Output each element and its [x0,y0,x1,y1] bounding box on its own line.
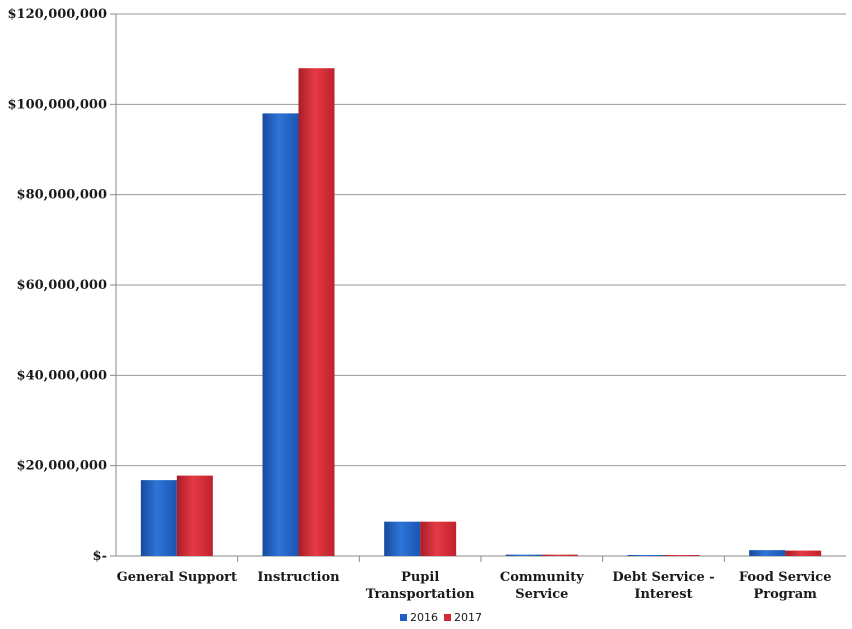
bar-2017 [663,555,700,556]
bar-2016 [384,521,421,556]
legend-label: 2017 [454,611,482,624]
x-tick-label: Debt Service -Interest [612,570,714,602]
bars [140,68,822,556]
gridlines [116,13,846,467]
bar-2017 [785,550,822,556]
x-tick-label: Community Service [500,570,584,602]
y-tick-label: $100,000,000 [7,97,107,112]
legend-swatch [400,614,407,621]
x-tick-label: General Support [117,570,237,585]
y-tick-label: $40,000,000 [17,368,107,383]
y-tick-label: $- [93,549,107,564]
y-tick-label: $80,000,000 [17,188,107,203]
bar-2016 [749,550,786,556]
x-tick-label: Pupil Transportation [366,570,475,602]
bar-2017 [420,521,457,556]
y-tick-label: $120,000,000 [7,7,107,22]
bar-2016 [140,480,177,556]
y-tick-label: $20,000,000 [17,459,107,474]
y-tick-label: $60,000,000 [17,278,107,293]
bar-2016 [505,554,542,556]
bar-2016 [262,113,299,556]
bar-2016 [627,555,664,556]
legend-label: 2016 [410,611,438,624]
x-tick-label: Food Service Program [739,570,832,602]
bar-2017 [176,475,213,556]
bar-2017 [298,68,335,556]
x-tick-label: Instruction [257,570,340,585]
legend: 2016 2017 [400,611,482,624]
y-axis-ticks: $- $20,000,000 $40,000,000 $60,000,000 $80,0… [7,7,116,564]
x-axis-ticks: General Support Instruction Pupil Transport… [117,556,832,602]
bar-2017 [541,554,578,556]
legend-swatch [444,614,451,621]
